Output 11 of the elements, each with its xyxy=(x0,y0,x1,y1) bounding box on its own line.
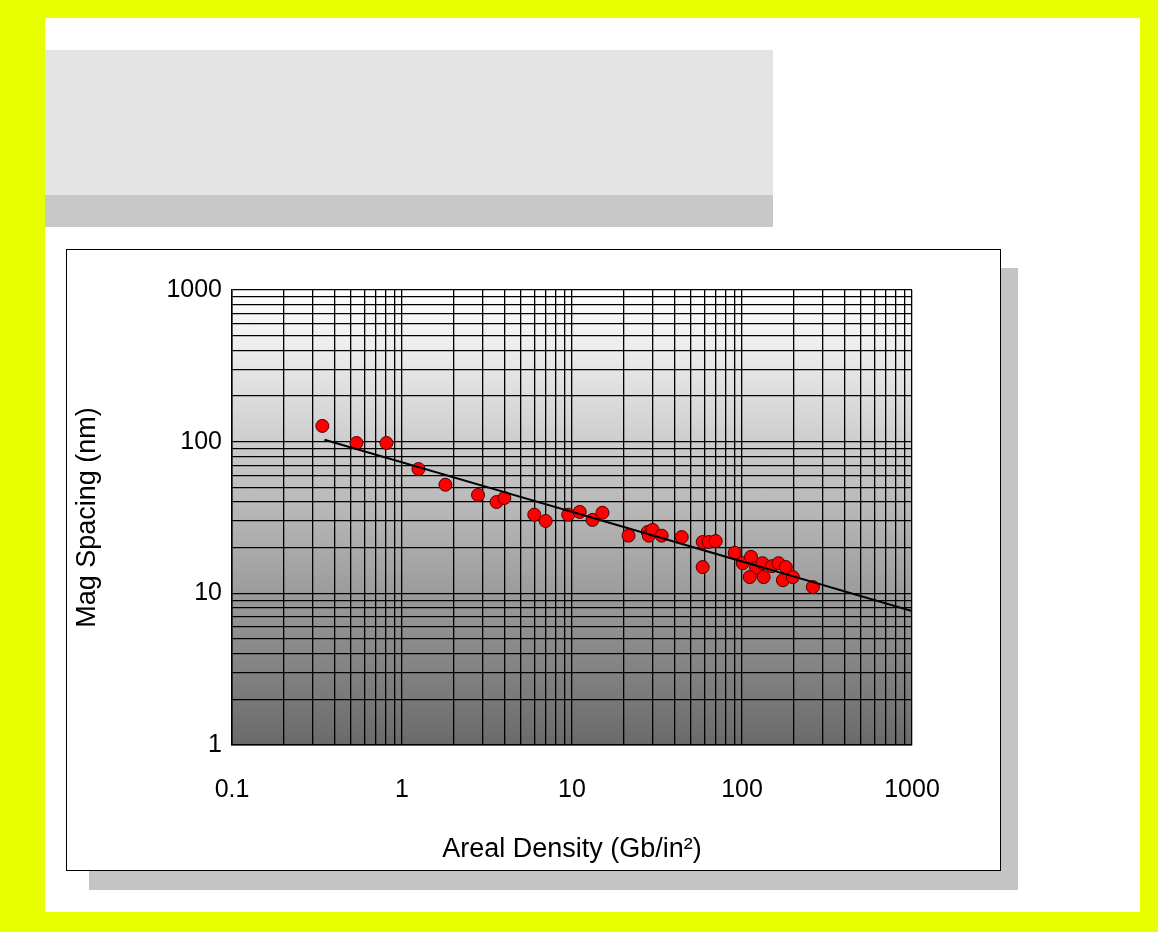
x-tick-label: 1000 xyxy=(884,773,940,802)
y-axis-title: Mag Spacing (nm) xyxy=(70,407,101,628)
x-tick-label: 100 xyxy=(721,773,763,802)
x-tick-label: 1 xyxy=(395,773,409,802)
y-tick-label: 1000 xyxy=(166,273,222,302)
y-tick-label: 10 xyxy=(194,577,222,606)
x-tick-label: 0.1 xyxy=(214,773,250,802)
x-axis-title: Areal Density (Gb/in²) xyxy=(442,833,702,864)
y-tick-label: 100 xyxy=(180,425,222,454)
x-tick-label: 10 xyxy=(558,773,586,802)
y-tick-label: 1 xyxy=(208,728,222,757)
